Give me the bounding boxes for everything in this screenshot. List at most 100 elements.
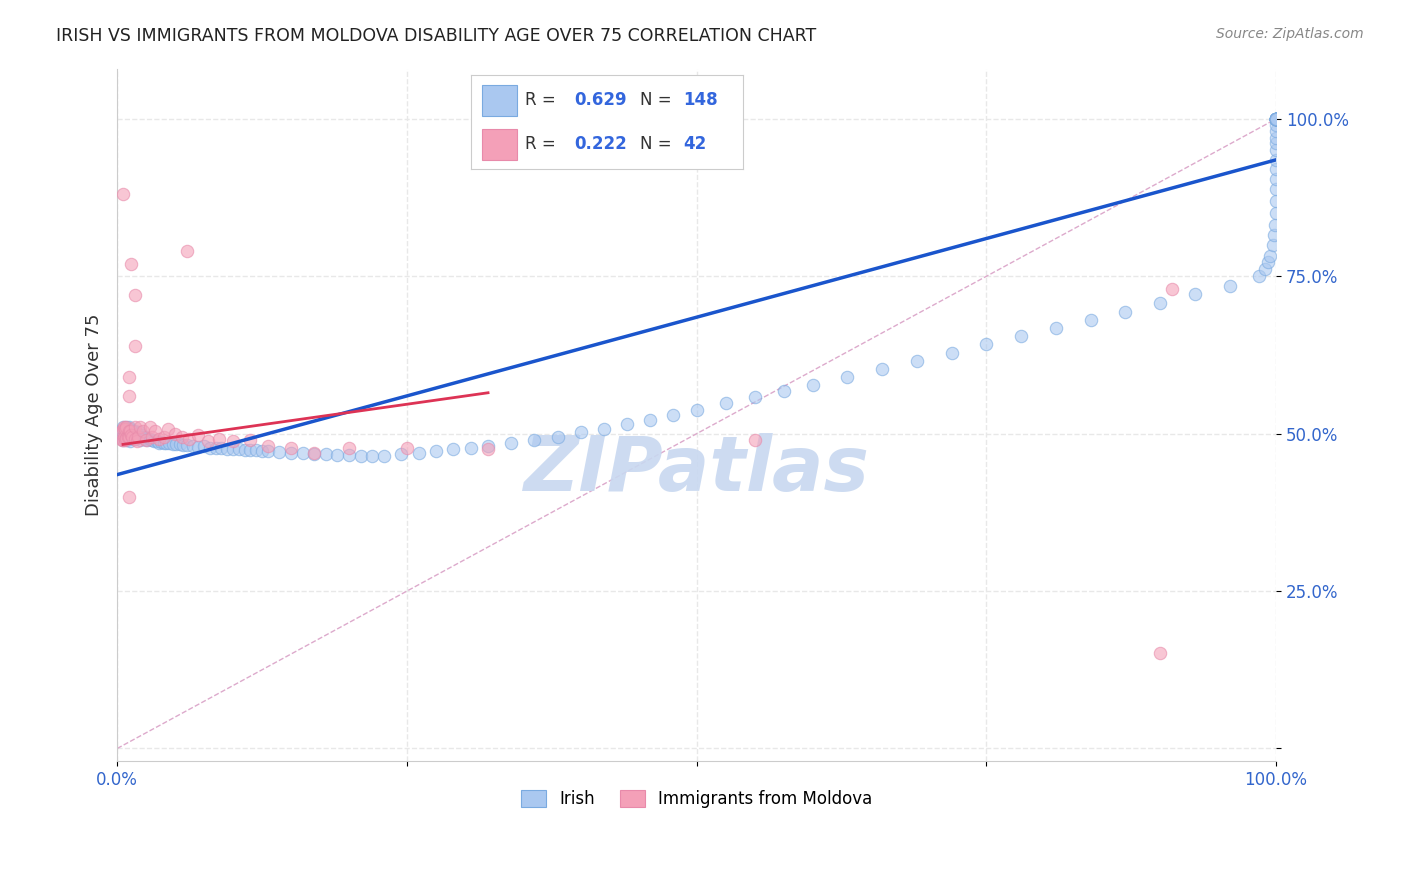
Point	[211, 441, 233, 455]
Point	[1080, 313, 1102, 327]
Point	[187, 428, 209, 442]
Legend: Irish, Immigrants from Moldova: Irish, Immigrants from Moldova	[515, 783, 879, 815]
Point	[127, 430, 149, 444]
Point	[118, 424, 141, 438]
Point	[172, 438, 194, 452]
Point	[176, 438, 198, 452]
Point	[302, 445, 325, 459]
Point	[389, 447, 412, 461]
Point	[941, 346, 963, 360]
Point	[1265, 153, 1288, 167]
Point	[870, 362, 893, 376]
Point	[222, 434, 245, 449]
Point	[1265, 112, 1288, 126]
Point	[744, 433, 766, 447]
Point	[172, 430, 194, 444]
Point	[1265, 112, 1288, 126]
Point	[136, 433, 159, 447]
Point	[976, 337, 998, 351]
Point	[138, 432, 160, 446]
Point	[239, 433, 262, 447]
Text: Source: ZipAtlas.com: Source: ZipAtlas.com	[1216, 27, 1364, 41]
Point	[125, 434, 148, 449]
Point	[280, 441, 302, 455]
Point	[1265, 112, 1288, 126]
Point	[837, 370, 859, 384]
Point	[145, 424, 167, 438]
Point	[1265, 112, 1288, 126]
Point	[118, 434, 141, 449]
Point	[1263, 228, 1285, 243]
Point	[250, 443, 273, 458]
Point	[118, 428, 141, 442]
Point	[124, 420, 146, 434]
Point	[117, 424, 139, 438]
Point	[228, 442, 250, 457]
Point	[111, 424, 134, 438]
Point	[1258, 249, 1281, 263]
Text: IRISH VS IMMIGRANTS FROM MOLDOVA DISABILITY AGE OVER 75 CORRELATION CHART: IRISH VS IMMIGRANTS FROM MOLDOVA DISABIL…	[56, 27, 817, 45]
Point	[131, 430, 153, 444]
Point	[162, 437, 184, 451]
Point	[176, 244, 198, 259]
Point	[134, 432, 156, 446]
Point	[111, 424, 134, 438]
Point	[257, 444, 280, 458]
Point	[118, 490, 141, 504]
Point	[217, 442, 239, 456]
Point	[120, 430, 142, 444]
Point	[187, 440, 209, 454]
Point	[1010, 329, 1032, 343]
Point	[441, 442, 464, 456]
Point	[460, 441, 482, 455]
Point	[118, 370, 141, 384]
Point	[685, 402, 707, 417]
Point	[361, 449, 384, 463]
Point	[118, 425, 141, 440]
Point	[125, 425, 148, 439]
Point	[1149, 295, 1171, 310]
Point	[155, 435, 177, 450]
Point	[1265, 112, 1288, 126]
Point	[616, 417, 638, 432]
Point	[197, 434, 219, 449]
Point	[115, 420, 138, 434]
Point	[150, 434, 173, 449]
Text: ZIPatlas: ZIPatlas	[523, 434, 870, 508]
Point	[1257, 255, 1279, 269]
Point	[1114, 304, 1136, 318]
Point	[1265, 112, 1288, 126]
Point	[111, 433, 134, 447]
Point	[1265, 112, 1288, 126]
Point	[114, 422, 136, 436]
Point	[120, 424, 142, 438]
Point	[152, 430, 174, 444]
Point	[569, 425, 592, 440]
Point	[1265, 182, 1288, 196]
Point	[157, 422, 180, 436]
Point	[120, 257, 142, 271]
Point	[1265, 171, 1288, 186]
Point	[1265, 112, 1288, 126]
Point	[662, 408, 685, 422]
Point	[1149, 646, 1171, 660]
Point	[121, 431, 143, 445]
Point	[801, 377, 824, 392]
Point	[408, 445, 430, 459]
Point	[135, 433, 157, 447]
Point	[1264, 218, 1286, 232]
Point	[115, 431, 138, 445]
Point	[152, 436, 174, 450]
Point	[111, 433, 134, 447]
Point	[124, 288, 146, 302]
Point	[1265, 112, 1288, 126]
Point	[111, 187, 134, 202]
Point	[118, 389, 141, 403]
Point	[905, 354, 928, 368]
Point	[125, 430, 148, 444]
Point	[523, 433, 546, 447]
Point	[115, 433, 138, 447]
Point	[138, 420, 160, 434]
Point	[477, 439, 499, 453]
Point	[114, 433, 136, 447]
